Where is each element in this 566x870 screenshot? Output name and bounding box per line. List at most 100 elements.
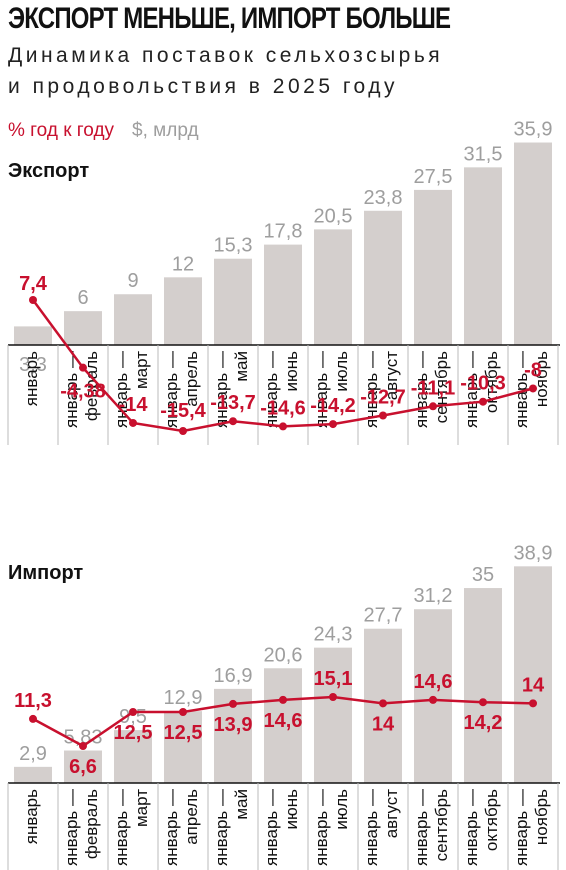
export-yoy-value-label: -12,7 (360, 386, 406, 408)
export-bar (364, 210, 402, 345)
export-bar-value-label: 23,8 (364, 187, 403, 209)
export-yoy-value-label: -10,3 (460, 373, 506, 395)
subtitle-line-1: Динамика поставок сельхозсырья (8, 44, 444, 67)
export-category-label: январь —март (112, 351, 151, 428)
import-category-label: январь —ноябрь (512, 789, 551, 866)
export-bar (264, 244, 302, 345)
subtitle-line-2: и продовольствия в 2025 году (8, 75, 399, 98)
import-yoy-point (29, 714, 37, 723)
export-yoy-point (179, 427, 187, 435)
export-category-label: январь (22, 351, 41, 406)
import-category-label: январь (22, 789, 41, 844)
import-category-label: январь —февраль (62, 789, 101, 866)
import-category-label: январь —июль (312, 789, 351, 866)
import-yoy-value-label: 12,5 (164, 722, 203, 744)
import-yoy-value-label: 12,5 (114, 722, 153, 744)
export-yoy-value-label: -14,2 (310, 395, 356, 417)
export-bar (414, 189, 452, 345)
import-category-label: январь —октябрь (462, 789, 501, 866)
export-yoy-point (79, 363, 87, 372)
export-category-label: январь —июнь (262, 351, 301, 428)
export-yoy-value-label: -4,38 (60, 381, 106, 403)
export-bar-value-label: 9 (127, 270, 138, 292)
export-yoy-value-label: -14,6 (260, 397, 306, 419)
import-yoy-point (379, 699, 387, 708)
import-chart: 2,95,839,512,916,920,624,327,731,23538,9… (7, 542, 560, 870)
export-category-label: январь —июль (312, 351, 351, 428)
page-title: ЭКСПОРТ МЕНЬШЕ, ИМПОРТ БОЛЬШЕ (8, 2, 451, 35)
export-bar-value-label: 12 (172, 253, 194, 275)
export-category-label: январь —май (212, 351, 251, 428)
export-bar-value-label: 6 (77, 287, 88, 309)
import-category-label: январь —март (112, 789, 151, 866)
export-yoy-point (429, 402, 437, 411)
import-bar (314, 647, 352, 783)
import-bar (114, 730, 152, 783)
export-yoy-value-label: -15,4 (160, 400, 206, 422)
import-yoy-point (429, 695, 437, 704)
import-bar (264, 668, 302, 783)
export-bar (214, 258, 252, 345)
export-yoy-point (329, 420, 337, 429)
import-category-label: январь —май (212, 789, 251, 866)
import-yoy-value-label: 11,3 (14, 690, 52, 712)
import-yoy-value-label: 14,6 (414, 671, 453, 693)
export-bar (164, 277, 202, 345)
export-bar (514, 142, 552, 345)
export-bar (14, 326, 52, 345)
import-bar (14, 766, 52, 783)
import-bar-value-label: 16,9 (214, 665, 253, 687)
export-yoy-point (229, 417, 237, 426)
import-yoy-value-label: 6,6 (69, 756, 97, 778)
export-chart: 3,3 6 9 12 15,3 17,8 20,5 23,8 27,5 31,5 35,9 январ… (7, 119, 560, 445)
export-yoy-value-label: -8 (524, 359, 542, 381)
import-yoy-point (129, 707, 137, 716)
import-yoy-value-label: 14 (372, 713, 395, 735)
import-bar-value-label: 24,3 (314, 624, 353, 646)
export-yoy-value-label: -11,1 (411, 377, 455, 399)
export-bar-value-label: 15,3 (214, 235, 253, 257)
import-bar-value-label: 38,9 (514, 542, 553, 564)
import-yoy-value-label: 14,2 (464, 712, 503, 734)
import-yoy-value-label: 15,1 (314, 668, 353, 690)
export-category-label: январь —апрель (162, 351, 201, 428)
export-yoy-value-label: 7,4 (19, 273, 48, 295)
export-yoy-value-label: -14 (119, 394, 149, 416)
import-bar-value-label: 5,83 (64, 727, 103, 749)
import-yoy-value-label: 14 (522, 674, 545, 696)
import-yoy-value-label: 14,6 (264, 710, 303, 732)
import-yoy-point (79, 742, 87, 750)
import-bar (514, 566, 552, 783)
import-yoy-value-label: 13,9 (214, 714, 253, 736)
export-bar-value-label: 35,9 (514, 119, 553, 141)
import-chart-title: Импорт (8, 562, 84, 584)
import-category-label: январь —июнь (262, 789, 301, 866)
export-yoy-point (279, 422, 287, 431)
export-yoy-point (479, 397, 487, 406)
import-category-label: январь —сентябрь (412, 789, 451, 866)
export-yoy-point (379, 411, 387, 420)
import-yoy-point (279, 695, 287, 704)
import-category-label: январь —август (362, 789, 401, 866)
export-bar (314, 229, 352, 345)
export-bar-value-label: 31,5 (464, 143, 503, 165)
import-category-label: январь —апрель (162, 789, 201, 866)
legend: % год к году $, млрд (8, 120, 199, 142)
import-bar-value-label: 20,6 (264, 644, 303, 666)
import-bar-value-label: 12,9 (164, 687, 203, 709)
import-bar (64, 750, 102, 783)
export-yoy-point (529, 384, 537, 393)
import-yoy-point (229, 699, 237, 708)
import-bar (464, 588, 502, 783)
import-bar-value-label: 31,2 (414, 585, 453, 607)
export-bar-value-label: 27,5 (414, 166, 453, 188)
import-bar-value-label: 2,9 (19, 743, 47, 765)
export-yoy-point (29, 296, 37, 304)
export-bar (64, 311, 102, 345)
export-bar (464, 167, 502, 345)
import-bar (164, 711, 202, 783)
export-chart-title: Экспорт (8, 160, 90, 182)
import-yoy-point (479, 698, 487, 707)
import-bar-value-label: 35 (472, 564, 494, 586)
